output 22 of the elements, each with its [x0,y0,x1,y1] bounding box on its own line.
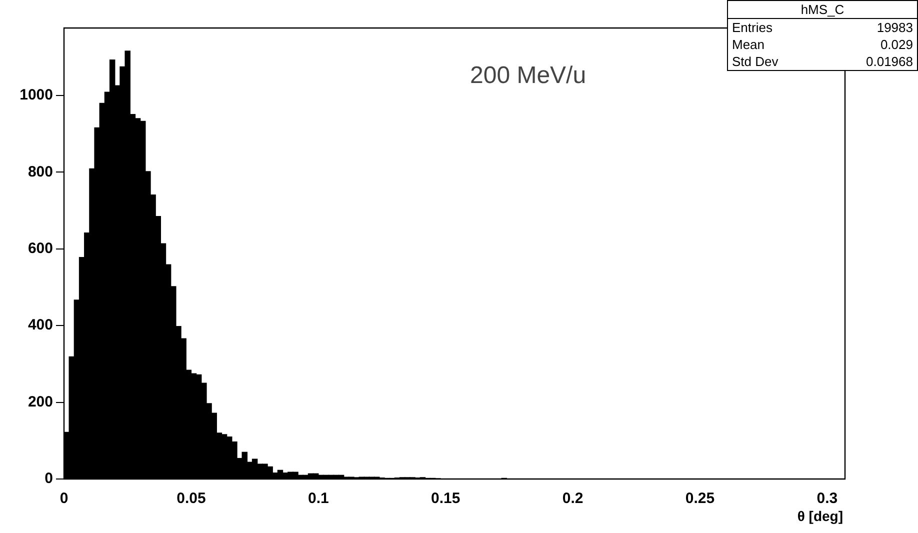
x-tick-label: 0.05 [176,490,206,508]
y-tick-label: 0 [44,470,53,488]
x-tick-label: 0.2 [562,490,584,508]
annotation: Std Dev [732,53,778,70]
text: 0.01968 [866,53,913,70]
annotation: 200 MeV/u [470,62,586,90]
y-tick-label: 400 [28,316,53,334]
annotation: Mean [732,36,765,53]
y-tick-label: 200 [28,393,53,410]
x-tick-label: 0.3 [816,490,838,508]
x-tick-label: 0.1 [308,490,329,508]
text: 19983 [876,19,913,36]
text: hMS_C [728,1,917,19]
x-tick-label: 0 [60,490,68,508]
y-tick-label: 800 [28,163,53,180]
y-tick-label: 1000 [20,86,53,104]
x-axis-title: θ [deg] [797,508,843,524]
annotation: Entries [732,19,772,36]
text: 0.029 [880,36,913,53]
y-tick-label: 600 [28,240,53,258]
x-tick-label: 0.25 [685,490,715,508]
x-tick-label: 0.15 [430,490,460,508]
